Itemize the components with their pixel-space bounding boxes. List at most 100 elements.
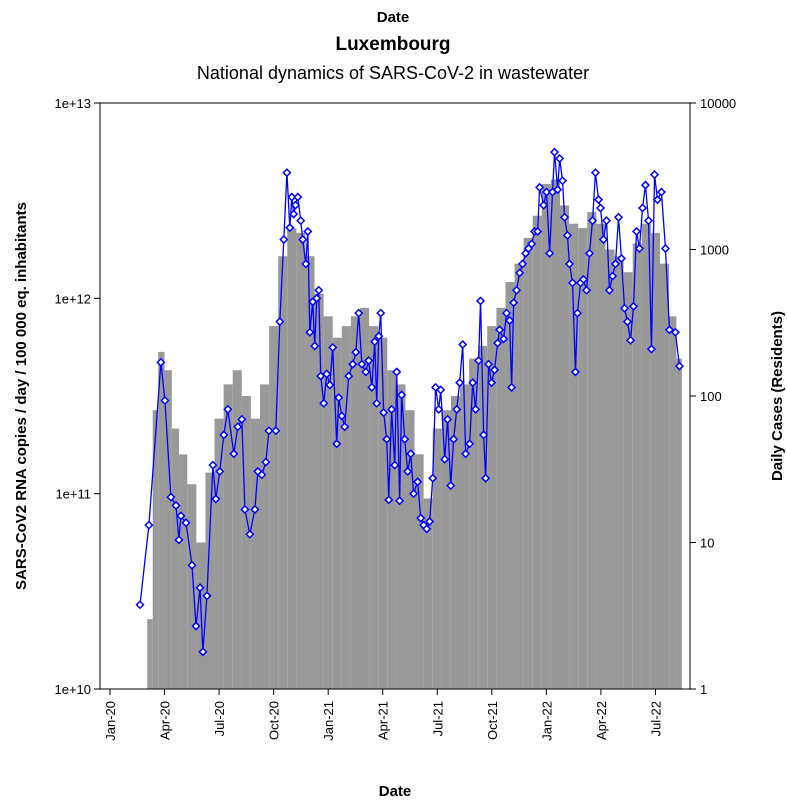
data-point xyxy=(527,239,537,249)
bar xyxy=(350,316,360,689)
data-point xyxy=(322,369,332,379)
data-point xyxy=(279,234,289,245)
data-point xyxy=(455,378,465,388)
data-point xyxy=(406,449,416,459)
bar xyxy=(360,307,370,689)
bar xyxy=(505,282,515,689)
bar xyxy=(623,272,633,689)
bar xyxy=(187,484,197,689)
data-point xyxy=(473,356,484,366)
x-tick-label: Jul-20 xyxy=(212,701,227,736)
bar xyxy=(460,384,470,689)
y-tick-label: 1e+11 xyxy=(55,487,91,502)
data-point xyxy=(479,430,489,440)
data-point xyxy=(517,259,528,269)
data-point xyxy=(314,285,324,295)
data-point xyxy=(471,404,481,414)
bar xyxy=(578,228,588,690)
y2-tick-label: 100 xyxy=(700,389,722,404)
data-point xyxy=(628,301,639,311)
x-tick-label: Jan-20 xyxy=(103,701,118,741)
data-point xyxy=(465,439,475,449)
data-point xyxy=(509,298,519,308)
data-point xyxy=(376,308,386,318)
data-point xyxy=(298,234,308,245)
data-point xyxy=(271,426,281,436)
data-point xyxy=(379,408,389,418)
data-point xyxy=(449,434,459,444)
data-point xyxy=(598,234,609,245)
data-point xyxy=(332,439,342,449)
bar xyxy=(541,183,551,690)
data-point xyxy=(208,460,218,470)
bar xyxy=(669,316,677,689)
bar xyxy=(269,326,279,689)
data-point xyxy=(559,212,570,222)
y-tick-label: 1e+12 xyxy=(54,291,91,306)
y-tick-label: 1e+13 xyxy=(54,96,91,111)
bar xyxy=(171,428,180,689)
data-point xyxy=(303,226,313,237)
data-point xyxy=(334,393,344,403)
bar xyxy=(205,472,215,689)
data-point xyxy=(156,357,166,367)
data-point xyxy=(458,339,468,350)
data-point xyxy=(250,504,260,515)
data-point xyxy=(595,203,606,213)
bar xyxy=(287,228,297,690)
data-point xyxy=(443,414,453,424)
data-point xyxy=(640,180,651,190)
y2-tick-label: 10 xyxy=(700,536,714,551)
data-point xyxy=(296,216,306,226)
bar xyxy=(250,418,260,689)
data-point xyxy=(219,430,229,440)
bar xyxy=(450,396,460,689)
data-point xyxy=(166,492,176,502)
x-tick-label: Oct-21 xyxy=(485,701,500,740)
bar xyxy=(650,232,660,689)
data-point xyxy=(328,342,338,353)
bar xyxy=(423,498,433,689)
data-point xyxy=(400,434,410,444)
data-point xyxy=(305,327,315,337)
data-point xyxy=(344,371,354,381)
data-point xyxy=(316,371,326,381)
x-tick-label: Jan-22 xyxy=(539,701,554,741)
data-point xyxy=(637,203,648,213)
x-tick-label: Jul-21 xyxy=(430,701,445,736)
data-point xyxy=(357,359,367,369)
bar xyxy=(323,316,333,689)
data-point xyxy=(229,449,239,459)
data-point xyxy=(643,216,654,226)
data-point xyxy=(191,621,201,631)
data-point xyxy=(664,325,675,335)
bar xyxy=(596,223,606,689)
data-point xyxy=(392,367,402,377)
data-point xyxy=(461,449,471,459)
data-point xyxy=(499,334,509,344)
y2-tick-label: 1000 xyxy=(700,243,729,258)
data-point xyxy=(395,496,405,506)
data-point xyxy=(293,192,303,202)
data-point xyxy=(610,259,621,269)
data-point xyxy=(195,583,205,593)
data-point xyxy=(646,344,657,354)
data-point xyxy=(634,243,645,254)
x-axis-label: Date xyxy=(379,783,412,800)
bar xyxy=(523,237,533,689)
bar xyxy=(432,428,442,689)
data-point xyxy=(374,331,384,341)
data-point xyxy=(319,398,329,408)
data-point xyxy=(495,325,505,335)
bar xyxy=(314,293,324,689)
data-point xyxy=(656,187,667,197)
data-point xyxy=(275,317,285,327)
bar xyxy=(441,410,451,689)
bar xyxy=(469,358,479,689)
data-point xyxy=(135,600,145,610)
data-point xyxy=(351,347,361,357)
bar xyxy=(478,345,488,689)
data-point xyxy=(446,481,456,491)
data-point xyxy=(285,223,295,233)
